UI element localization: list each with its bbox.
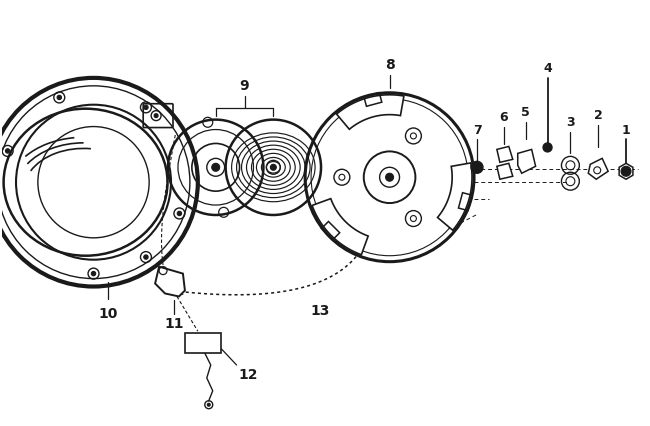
Polygon shape — [518, 150, 536, 174]
Text: 3: 3 — [566, 115, 575, 128]
Circle shape — [543, 144, 552, 153]
Polygon shape — [312, 199, 368, 255]
Circle shape — [212, 164, 220, 172]
Circle shape — [270, 165, 276, 171]
Circle shape — [177, 212, 181, 216]
Polygon shape — [185, 334, 221, 353]
Text: 12: 12 — [239, 367, 258, 381]
Circle shape — [92, 272, 96, 276]
Text: 13: 13 — [310, 304, 330, 318]
Text: 1: 1 — [621, 123, 630, 136]
Circle shape — [621, 167, 631, 177]
Circle shape — [144, 106, 148, 110]
Circle shape — [471, 162, 483, 174]
Polygon shape — [155, 267, 185, 297]
Circle shape — [57, 96, 62, 101]
Polygon shape — [437, 164, 472, 231]
Circle shape — [385, 174, 393, 182]
Text: 8: 8 — [385, 58, 395, 72]
Text: 2: 2 — [594, 108, 603, 121]
Text: 6: 6 — [499, 110, 508, 123]
Circle shape — [593, 167, 601, 174]
Circle shape — [144, 255, 148, 259]
Text: 9: 9 — [240, 79, 250, 92]
Text: 10: 10 — [99, 307, 118, 321]
Circle shape — [5, 150, 10, 154]
Polygon shape — [497, 147, 513, 163]
Text: 7: 7 — [473, 123, 482, 136]
Circle shape — [207, 403, 210, 406]
Circle shape — [154, 114, 158, 118]
Text: 4: 4 — [543, 62, 552, 75]
Polygon shape — [337, 95, 404, 130]
Text: 11: 11 — [164, 317, 184, 331]
Text: 5: 5 — [521, 105, 530, 118]
Polygon shape — [588, 159, 608, 180]
Polygon shape — [497, 164, 513, 180]
Polygon shape — [619, 164, 633, 180]
